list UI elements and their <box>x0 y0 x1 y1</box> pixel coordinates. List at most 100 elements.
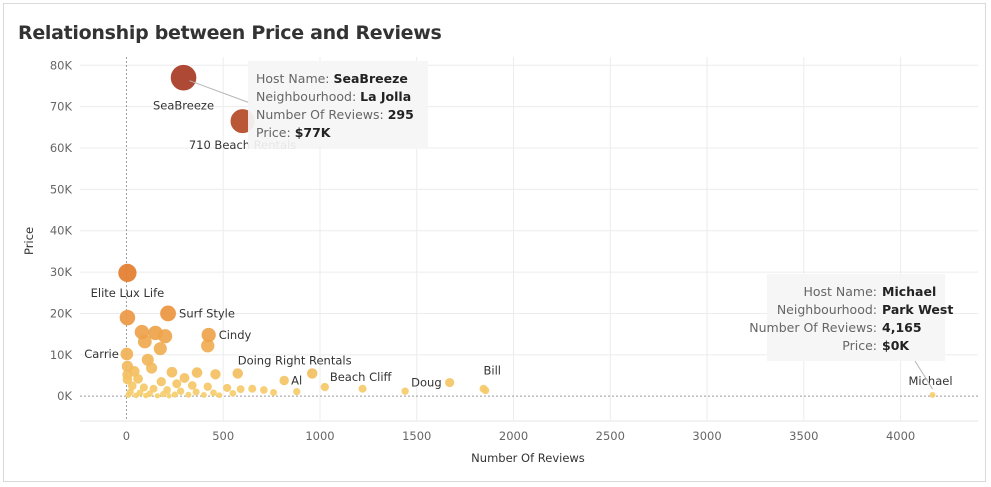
tooltip-key: Host Name: <box>256 71 334 86</box>
x-tick-label: 4000 <box>886 429 915 443</box>
data-point[interactable] <box>187 381 197 390</box>
data-point[interactable] <box>141 353 154 366</box>
data-point[interactable] <box>232 368 243 379</box>
y-tick-label: 80K <box>50 58 73 72</box>
data-point[interactable] <box>163 386 171 394</box>
data-point[interactable] <box>358 384 367 393</box>
data-point[interactable] <box>179 373 190 383</box>
data-point[interactable] <box>401 387 409 395</box>
data-point[interactable] <box>200 391 207 398</box>
tooltip-row: Neighbourhood: La Jolla <box>256 89 411 104</box>
tooltip-value: SeaBreeze <box>334 71 408 86</box>
x-tick-label: 3500 <box>789 429 818 443</box>
data-point[interactable] <box>120 347 134 361</box>
data-point[interactable] <box>160 305 176 322</box>
chart-title: Relationship between Price and Reviews <box>18 22 442 44</box>
data-points[interactable] <box>118 63 936 399</box>
data-point[interactable] <box>176 387 185 395</box>
data-point[interactable] <box>320 382 329 392</box>
data-point[interactable] <box>118 263 137 283</box>
y-axis-title: Price <box>22 227 36 255</box>
data-point[interactable] <box>169 63 198 92</box>
data-point[interactable] <box>201 339 215 353</box>
data-point[interactable] <box>153 342 167 356</box>
point-label: Bill <box>484 364 501 378</box>
data-point[interactable] <box>134 324 150 340</box>
data-point[interactable] <box>229 389 237 397</box>
data-point[interactable] <box>191 367 203 378</box>
x-tick-label: 1500 <box>402 429 431 443</box>
data-point[interactable] <box>121 360 134 373</box>
data-point[interactable] <box>171 391 178 398</box>
data-point[interactable] <box>146 390 153 397</box>
y-tick-label: 50K <box>50 182 73 196</box>
point-label: Michael <box>908 374 952 388</box>
data-point[interactable] <box>149 384 158 393</box>
data-point[interactable] <box>210 389 217 397</box>
data-point[interactable] <box>136 389 144 397</box>
data-point[interactable] <box>127 381 137 391</box>
y-tick-label: 0K <box>57 389 72 403</box>
tooltip-row: Host Name: SeaBreeze <box>256 71 408 86</box>
point-label: Elite Lux Life <box>91 286 165 300</box>
y-tick-label: 30K <box>50 265 73 279</box>
x-tick-label: 500 <box>212 429 234 443</box>
tooltips: Host Name: SeaBreeze Neighbourhood: La Jo… <box>189 61 953 390</box>
tooltip-key: Neighbourhood: <box>256 89 360 104</box>
point-label: Doug <box>411 376 441 390</box>
data-point[interactable] <box>126 388 134 396</box>
point-label: Al <box>291 373 302 387</box>
y-tick-label: 10K <box>50 348 73 362</box>
data-point[interactable] <box>166 393 172 399</box>
data-point[interactable] <box>154 393 161 399</box>
tooltip-key: Host Name: <box>803 284 877 299</box>
data-point[interactable] <box>307 368 318 379</box>
tooltip-value: $77K <box>295 125 332 140</box>
data-point[interactable] <box>201 327 216 343</box>
data-point[interactable] <box>479 384 488 393</box>
data-point[interactable] <box>185 391 192 398</box>
tooltip-value: La Jolla <box>360 89 411 104</box>
data-point[interactable] <box>270 388 278 396</box>
tooltip: Host Name: Michael Neighbourhood: Park West… <box>749 274 953 390</box>
tooltip-leader-line <box>914 360 933 390</box>
x-tick-label: 1000 <box>305 429 334 443</box>
data-point[interactable] <box>216 392 223 399</box>
tooltip-leader-line <box>189 80 251 104</box>
y-tick-label: 70K <box>50 100 73 114</box>
data-point[interactable] <box>139 383 148 392</box>
point-label: Doing Right Rentals <box>238 353 352 367</box>
y-tick-label: 60K <box>50 141 73 155</box>
data-point[interactable] <box>166 366 178 378</box>
data-point[interactable] <box>192 388 200 396</box>
tooltip-key: Neighbourhood: <box>777 302 877 317</box>
x-tick-label: 2000 <box>499 429 528 443</box>
data-point[interactable] <box>210 369 221 380</box>
tooltip-value: Park West <box>882 302 953 317</box>
data-point[interactable] <box>260 386 268 394</box>
data-point[interactable] <box>248 384 257 393</box>
data-point[interactable] <box>929 391 936 398</box>
data-point[interactable] <box>156 377 166 387</box>
grid-lines <box>80 57 978 422</box>
x-tick-label: 0 <box>123 429 130 443</box>
data-point[interactable] <box>236 385 245 394</box>
tooltip-key: Number Of Reviews: <box>256 107 388 122</box>
x-tick-label: 3000 <box>692 429 721 443</box>
point-label: Beach Cliff <box>330 370 393 384</box>
data-point[interactable] <box>148 325 163 341</box>
data-point[interactable] <box>279 375 289 386</box>
data-point[interactable] <box>203 382 212 391</box>
data-point[interactable] <box>172 379 182 389</box>
data-point[interactable] <box>445 377 455 388</box>
y-tick-label: 40K <box>50 224 73 238</box>
point-label: Surf Style <box>179 306 235 320</box>
data-point[interactable] <box>223 383 232 392</box>
tooltip-key: Price: <box>256 125 295 140</box>
tooltip-key: Number Of Reviews: <box>749 320 877 335</box>
tooltip-value: 295 <box>388 107 414 122</box>
data-point[interactable] <box>119 309 136 326</box>
data-point[interactable] <box>293 388 301 396</box>
